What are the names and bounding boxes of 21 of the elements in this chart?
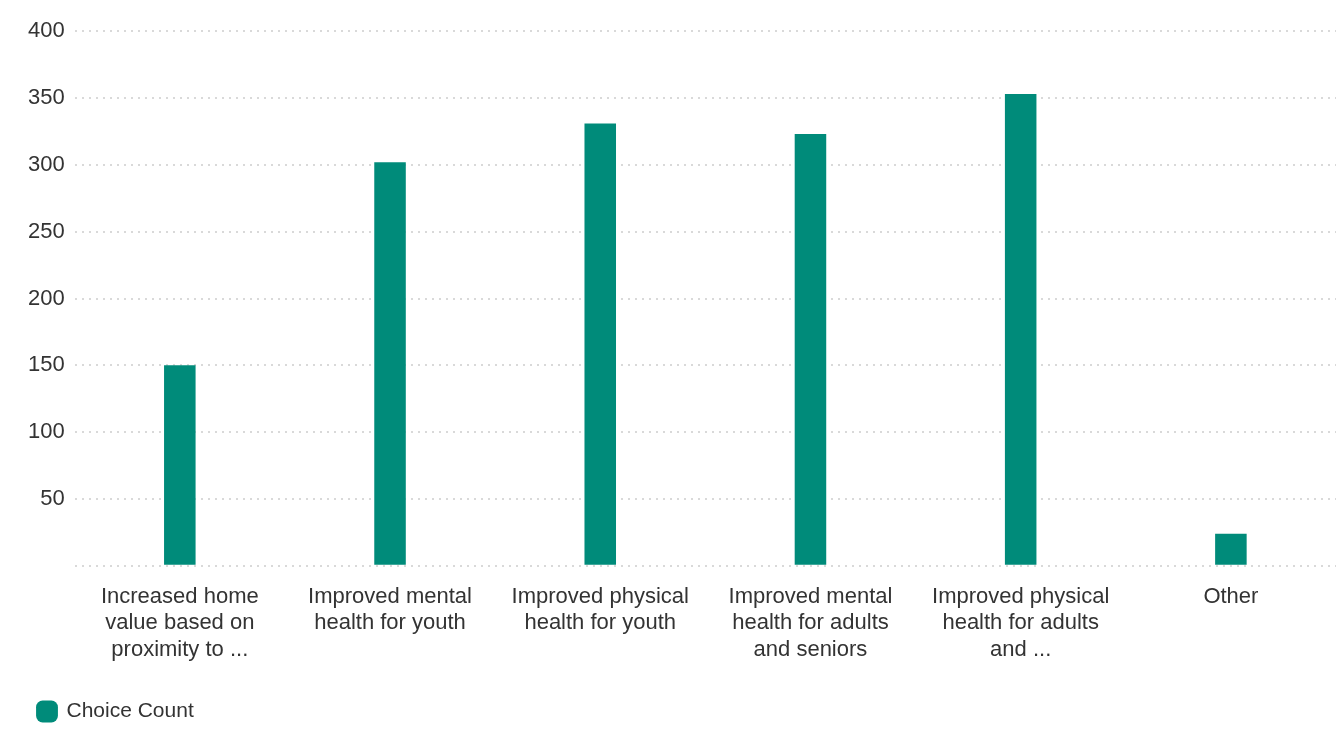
x-tick-label: Other — [1203, 583, 1259, 609]
y-tick-label: 300 — [27, 150, 65, 176]
x-tick-label: Improved physical health for youth — [511, 583, 689, 635]
bar — [1215, 533, 1247, 565]
y-tick-label: 250 — [27, 217, 65, 243]
y-tick-label: 150 — [27, 351, 65, 377]
y-tick-label: 200 — [27, 284, 65, 310]
bar — [794, 134, 827, 565]
x-tick-label: Improved mental health for youth — [308, 583, 472, 635]
y-tick-label: 50 — [40, 485, 65, 511]
y-tick-label: 400 — [27, 17, 65, 43]
bar — [584, 123, 617, 565]
bar — [374, 162, 406, 565]
y-tick-label: 100 — [27, 418, 65, 444]
bar — [1004, 94, 1037, 565]
x-tick-label: Increased home value based on proximity to ... — [100, 583, 259, 661]
x-tick-label: Improved mental health for adults and seniors — [728, 583, 893, 661]
x-tick-label: Improved physical health for adults and ... — [932, 583, 1110, 661]
bar — [164, 365, 196, 565]
y-tick-label: 350 — [27, 84, 65, 110]
legend-label: Choice Count — [66, 698, 194, 722]
